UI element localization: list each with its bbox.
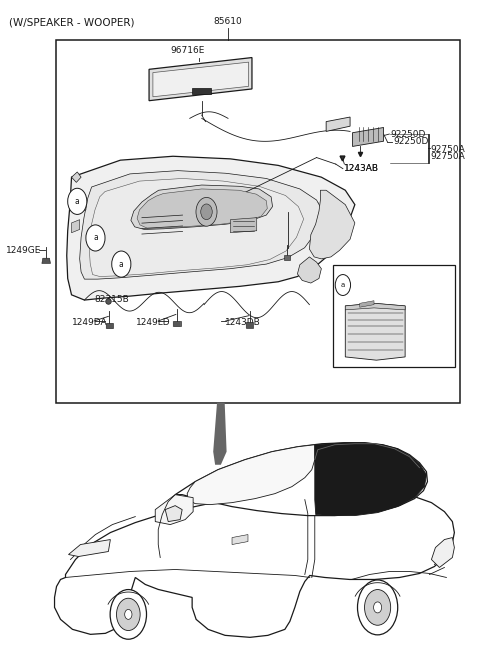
Circle shape xyxy=(117,598,140,631)
Polygon shape xyxy=(89,178,304,276)
Polygon shape xyxy=(69,540,110,557)
Polygon shape xyxy=(153,62,249,97)
Polygon shape xyxy=(310,190,355,259)
Circle shape xyxy=(112,251,131,277)
Polygon shape xyxy=(42,258,50,263)
Circle shape xyxy=(68,188,87,214)
Text: 92750A: 92750A xyxy=(430,145,465,153)
Circle shape xyxy=(125,609,132,620)
Polygon shape xyxy=(55,491,455,637)
Polygon shape xyxy=(187,445,315,504)
Polygon shape xyxy=(73,198,86,213)
Text: 1249LD: 1249LD xyxy=(136,318,171,327)
Polygon shape xyxy=(246,322,253,328)
Polygon shape xyxy=(149,58,252,101)
Polygon shape xyxy=(165,506,182,521)
Polygon shape xyxy=(298,257,322,283)
Text: 1243AB: 1243AB xyxy=(344,164,379,173)
Polygon shape xyxy=(72,219,80,233)
Polygon shape xyxy=(432,538,455,567)
Circle shape xyxy=(201,204,212,219)
Polygon shape xyxy=(131,185,273,229)
Text: 1249DA: 1249DA xyxy=(72,318,107,327)
Text: 96716E: 96716E xyxy=(170,46,204,55)
Polygon shape xyxy=(80,171,324,279)
Polygon shape xyxy=(345,303,405,360)
Polygon shape xyxy=(232,534,248,544)
Polygon shape xyxy=(326,117,350,132)
Polygon shape xyxy=(72,172,81,182)
Polygon shape xyxy=(352,128,384,147)
Polygon shape xyxy=(345,303,405,310)
Circle shape xyxy=(335,274,350,295)
Text: (W/SPEAKER - WOOPER): (W/SPEAKER - WOOPER) xyxy=(9,17,135,27)
Text: a: a xyxy=(119,259,124,269)
Circle shape xyxy=(110,590,146,639)
Circle shape xyxy=(86,225,105,251)
Text: a: a xyxy=(75,197,80,206)
Text: 82315B: 82315B xyxy=(95,295,129,304)
Text: a: a xyxy=(341,282,345,288)
Text: 1336JC: 1336JC xyxy=(288,202,320,211)
Polygon shape xyxy=(175,443,428,515)
Text: 1243DB: 1243DB xyxy=(225,318,261,327)
Polygon shape xyxy=(67,157,355,300)
Text: 92250D: 92250D xyxy=(391,130,426,138)
Text: 92750A: 92750A xyxy=(430,152,465,160)
Circle shape xyxy=(364,590,391,626)
Text: 85610: 85610 xyxy=(214,16,242,26)
Text: 1243AB: 1243AB xyxy=(344,164,379,173)
Polygon shape xyxy=(192,88,211,94)
Circle shape xyxy=(358,580,398,635)
Polygon shape xyxy=(284,255,290,260)
Polygon shape xyxy=(230,217,257,233)
Polygon shape xyxy=(155,495,193,525)
Polygon shape xyxy=(213,403,227,465)
Polygon shape xyxy=(360,301,374,307)
Text: 89855B: 89855B xyxy=(354,279,389,288)
Text: a: a xyxy=(93,233,98,242)
Text: 1249GE: 1249GE xyxy=(6,246,42,255)
Polygon shape xyxy=(137,189,267,228)
Text: 92250D: 92250D xyxy=(393,138,429,146)
FancyBboxPatch shape xyxy=(56,40,460,403)
FancyBboxPatch shape xyxy=(333,265,456,367)
Circle shape xyxy=(373,602,382,613)
Polygon shape xyxy=(173,321,180,326)
Circle shape xyxy=(196,197,217,226)
Polygon shape xyxy=(106,323,113,328)
Polygon shape xyxy=(315,443,426,515)
